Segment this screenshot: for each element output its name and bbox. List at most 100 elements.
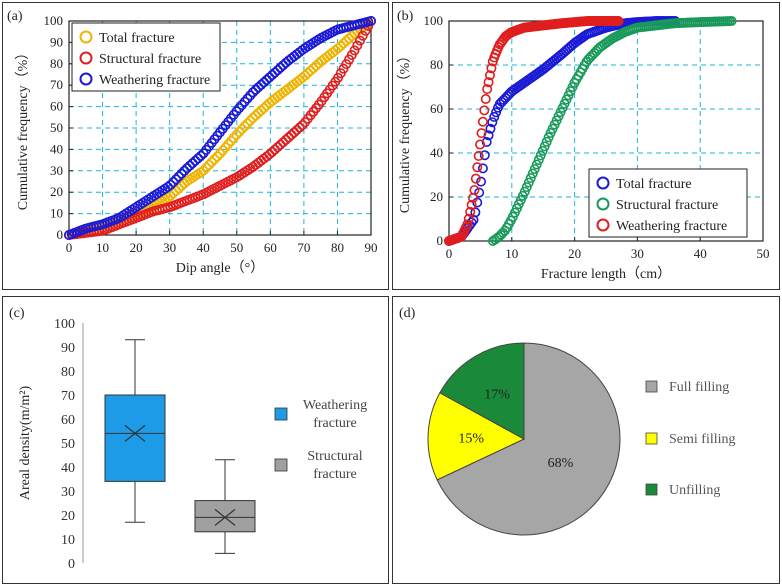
- data-point: [355, 35, 366, 46]
- data-point: [463, 213, 474, 224]
- data-point: [333, 43, 344, 54]
- data-point: [168, 177, 179, 188]
- data-point: [242, 93, 253, 104]
- y-tick-label: 70: [61, 389, 75, 404]
- legend-label: Semi filling: [669, 432, 736, 447]
- data-point: [541, 136, 552, 147]
- data-point: [529, 164, 540, 175]
- data-point: [483, 77, 494, 88]
- legend-marker: [79, 51, 93, 65]
- data-point: [275, 62, 286, 73]
- legend-marker: [596, 218, 610, 232]
- legend-swatch: [274, 407, 288, 421]
- legend-marker: [79, 72, 93, 86]
- data-point: [212, 151, 223, 162]
- pie-slice-label: 68%: [548, 456, 574, 471]
- box-structural-fracture: [194, 459, 256, 554]
- y-tick-label: 20: [50, 184, 63, 199]
- data-point: [171, 174, 182, 185]
- data-point: [476, 128, 487, 139]
- data-point: [278, 137, 289, 148]
- data-point: [470, 173, 481, 184]
- data-point: [275, 139, 286, 150]
- data-point: [267, 147, 278, 158]
- data-point: [305, 65, 316, 76]
- data-point: [357, 30, 368, 41]
- legend-marker: [79, 30, 93, 44]
- data-point: [193, 153, 204, 164]
- data-point: [182, 163, 193, 174]
- mean-marker: [214, 508, 236, 526]
- x-tick-label: 90: [365, 240, 378, 255]
- y-tick-label: 60: [430, 101, 443, 116]
- data-point: [258, 77, 269, 88]
- x-tick-label: 20: [568, 246, 581, 261]
- data-point: [475, 139, 486, 150]
- data-point: [477, 116, 488, 127]
- data-point: [171, 185, 182, 196]
- y-tick-label: 10: [50, 206, 63, 221]
- data-point: [258, 103, 269, 114]
- legend-label: Unfilling: [669, 483, 720, 498]
- y-tick-label: 90: [61, 341, 75, 356]
- data-point: [198, 165, 209, 176]
- data-point: [253, 82, 264, 93]
- data-point: [535, 150, 546, 161]
- y-tick-label: 0: [68, 557, 75, 572]
- chart-b: (b) 0 10 20 30 40 50 0 20 40 60 80 100 Fracture lengt…: [397, 9, 770, 282]
- data-point: [187, 158, 198, 169]
- data-point: [533, 154, 544, 165]
- data-point: [173, 171, 184, 182]
- pie-slice-label: 15%: [458, 431, 484, 446]
- data-point: [173, 183, 184, 194]
- x-axis-title: Dip angle（°）: [176, 260, 264, 276]
- data-point: [487, 117, 498, 128]
- data-point: [215, 148, 226, 159]
- panel-d: (d) 68% 15% 17% Full filling Semi filling Unfi…: [392, 296, 780, 584]
- data-point: [256, 79, 267, 90]
- data-point: [519, 186, 530, 197]
- panel-c: (c) 0 10 20 30 40 50 60 70 80 90 100 Areal density(m…: [2, 296, 389, 584]
- mean-marker: [124, 424, 146, 442]
- y-tick-label: 0: [437, 233, 444, 248]
- y-tick-label: 50: [50, 120, 63, 135]
- data-point: [365, 16, 376, 26]
- data-point: [234, 103, 245, 114]
- data-point: [280, 134, 291, 145]
- legend-label: Total fracture: [99, 31, 175, 46]
- x-tick-label: 40: [197, 240, 210, 255]
- legend-label: Weathering fracture: [616, 219, 727, 234]
- panel-label: (c): [9, 306, 25, 321]
- panel-b: (b) 0 10 20 30 40 50 0 20 40 60 80 100 Fracture lengt…: [392, 2, 780, 290]
- data-point: [485, 123, 496, 134]
- data-point: [165, 179, 176, 190]
- data-point: [261, 74, 272, 85]
- data-point: [165, 190, 176, 201]
- y-tick-label: 40: [430, 145, 443, 160]
- x-tick-label: 70: [297, 240, 310, 255]
- pie-slice-label: 17%: [484, 388, 510, 403]
- legend-marker: [596, 176, 610, 190]
- data-point: [283, 132, 294, 143]
- x-tick-label: 50: [757, 246, 770, 261]
- data-point: [537, 145, 548, 156]
- data-point: [297, 120, 308, 131]
- legend-label: Total fracture: [616, 177, 692, 192]
- series-structural-fracture: [487, 16, 737, 247]
- data-point: [477, 163, 488, 174]
- chart-d: (d) 68% 15% 17% Full filling Semi filling Unfi…: [399, 306, 736, 536]
- chart-a: (a) 0 10 20 30 40 50 60 70 80 90 0 10 20 30 40 50 60 70 80 9…: [7, 9, 378, 276]
- data-point: [256, 105, 267, 116]
- data-point: [195, 150, 206, 161]
- y-tick-label: 50: [61, 437, 75, 452]
- data-point: [525, 173, 536, 184]
- data-point: [269, 144, 280, 155]
- legend-swatch: [645, 380, 658, 393]
- x-tick-label: 50: [230, 240, 243, 255]
- x-tick-label: 80: [331, 240, 344, 255]
- data-point: [264, 72, 275, 83]
- data-point: [242, 118, 253, 129]
- data-point: [228, 132, 239, 143]
- pie-slice-full-filling: [436, 342, 621, 536]
- data-point: [286, 129, 297, 140]
